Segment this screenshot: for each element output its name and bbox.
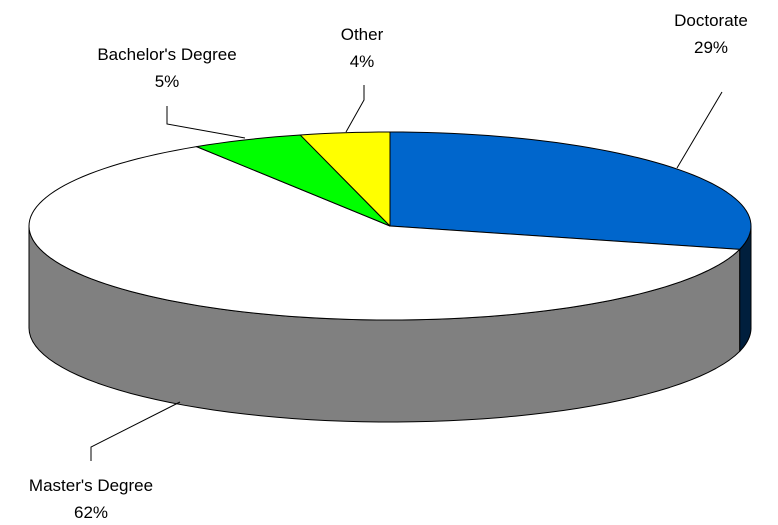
leader-line-master-s-degree	[90, 401, 181, 461]
leader-line-bachelor-s-degree	[166, 106, 246, 139]
leader-lines	[90, 85, 723, 461]
pie-slice-bachelor-s-degree	[196, 134, 391, 227]
slice-name-doctorate: Doctorate	[674, 11, 748, 30]
slice-name-bachelor-s-degree: Bachelor's Degree	[97, 45, 236, 64]
slice-name-other: Other	[341, 25, 384, 44]
slice-percent-bachelor-s-degree: 5%	[155, 72, 180, 91]
slice-percent-master-s-degree: 62%	[74, 503, 108, 522]
leader-line-other	[345, 85, 365, 133]
slice-percent-doctorate: 29%	[694, 38, 728, 57]
pie-slice-master-s-degree	[28, 146, 741, 321]
slice-labels: Doctorate 29% Master's Degree 62% Bachelor's…	[29, 11, 748, 522]
pie-slice-doctorate	[389, 131, 752, 250]
leader-line-doctorate	[676, 91, 723, 169]
pie-tops	[28, 131, 752, 321]
slice-name-master-s-degree: Master's Degree	[29, 476, 153, 495]
pie-slice-other	[299, 131, 391, 227]
slice-percent-other: 4%	[350, 52, 375, 71]
